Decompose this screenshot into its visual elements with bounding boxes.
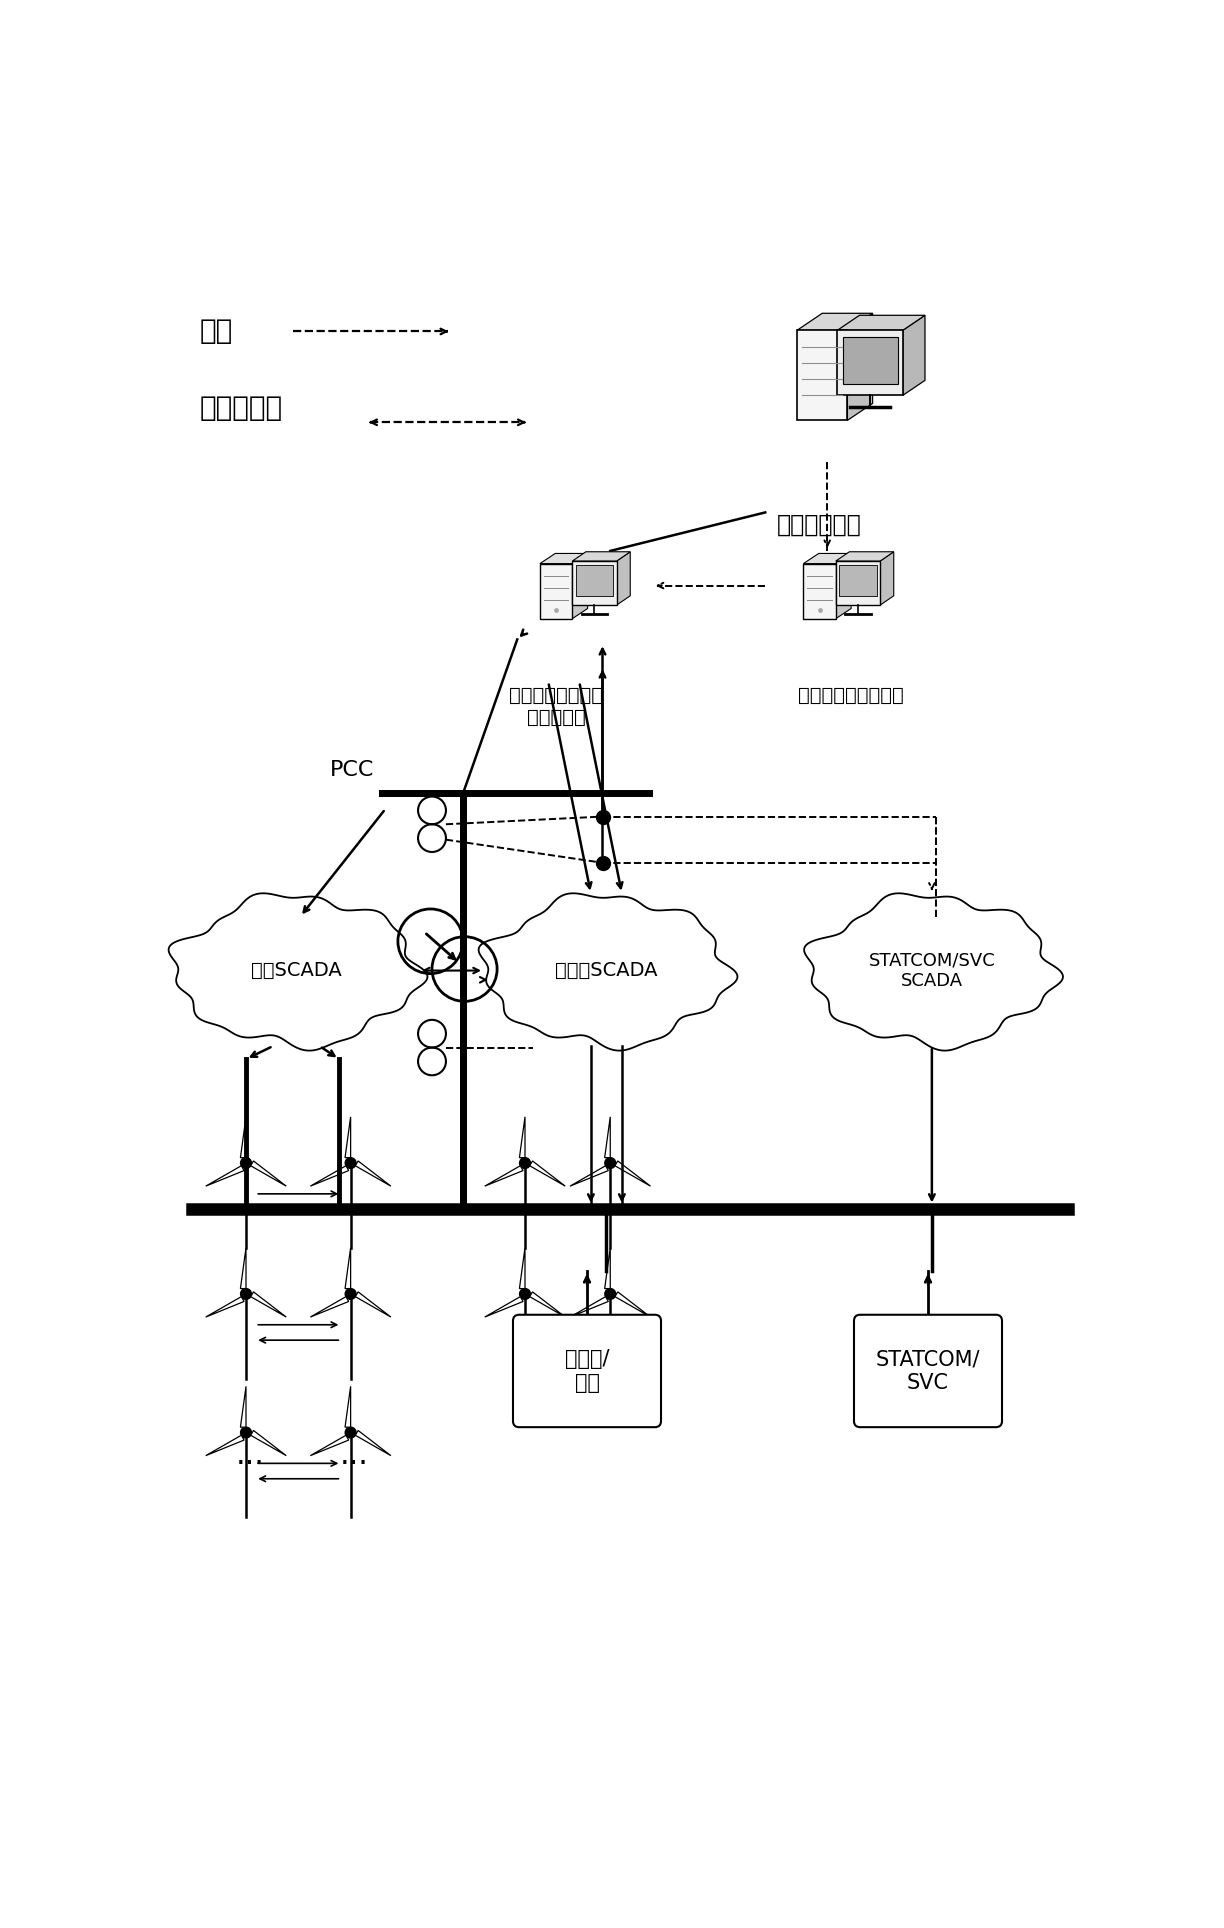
FancyBboxPatch shape xyxy=(837,330,903,395)
Polygon shape xyxy=(251,1292,286,1317)
Circle shape xyxy=(241,1288,251,1299)
Polygon shape xyxy=(251,1431,286,1456)
Polygon shape xyxy=(836,553,851,619)
Polygon shape xyxy=(355,1161,390,1186)
Polygon shape xyxy=(804,893,1062,1051)
FancyBboxPatch shape xyxy=(854,1315,1002,1427)
Polygon shape xyxy=(345,1386,350,1427)
FancyBboxPatch shape xyxy=(803,563,836,619)
Polygon shape xyxy=(519,1116,525,1157)
Circle shape xyxy=(605,1288,616,1299)
Polygon shape xyxy=(311,1434,349,1456)
Polygon shape xyxy=(311,1166,349,1186)
Polygon shape xyxy=(847,312,873,420)
FancyBboxPatch shape xyxy=(573,561,617,605)
FancyBboxPatch shape xyxy=(842,337,897,384)
Polygon shape xyxy=(803,553,851,563)
Circle shape xyxy=(345,1157,356,1168)
Text: ...: ... xyxy=(340,1440,368,1471)
FancyBboxPatch shape xyxy=(836,561,880,605)
Polygon shape xyxy=(345,1247,350,1288)
Circle shape xyxy=(605,1157,616,1168)
Polygon shape xyxy=(614,1292,650,1317)
Text: STATCOM/
SVC: STATCOM/ SVC xyxy=(875,1350,980,1392)
Polygon shape xyxy=(169,893,427,1051)
Text: STATCOM/SVC
SCADA: STATCOM/SVC SCADA xyxy=(869,951,995,989)
Text: PCC: PCC xyxy=(329,760,373,779)
Circle shape xyxy=(519,1157,530,1168)
Polygon shape xyxy=(605,1247,611,1288)
Polygon shape xyxy=(206,1434,244,1456)
Polygon shape xyxy=(345,1116,350,1157)
Polygon shape xyxy=(570,1166,608,1186)
Polygon shape xyxy=(240,1116,246,1157)
Polygon shape xyxy=(240,1247,246,1288)
Polygon shape xyxy=(251,1161,286,1186)
Polygon shape xyxy=(540,553,588,563)
Circle shape xyxy=(345,1288,356,1299)
Polygon shape xyxy=(880,551,894,605)
Polygon shape xyxy=(355,1431,390,1456)
Polygon shape xyxy=(573,553,588,619)
Polygon shape xyxy=(837,316,925,330)
Text: ...: ... xyxy=(235,1440,264,1471)
Polygon shape xyxy=(240,1386,246,1427)
Polygon shape xyxy=(519,1247,525,1288)
Polygon shape xyxy=(605,1116,611,1157)
Text: 风电场综合无功电
压控制系统: 风电场综合无功电 压控制系统 xyxy=(509,686,603,727)
Polygon shape xyxy=(485,1166,523,1186)
Polygon shape xyxy=(206,1166,244,1186)
Polygon shape xyxy=(617,551,630,605)
Polygon shape xyxy=(355,1292,390,1317)
Circle shape xyxy=(241,1157,251,1168)
Text: 数据和指令: 数据和指令 xyxy=(200,395,283,422)
Polygon shape xyxy=(570,1298,608,1317)
Circle shape xyxy=(241,1427,251,1438)
Polygon shape xyxy=(530,1292,565,1317)
Polygon shape xyxy=(530,1161,565,1186)
Text: 电容器/
抗器: 电容器/ 抗器 xyxy=(564,1350,610,1392)
Text: 风电场功率预测系统: 风电场功率预测系统 xyxy=(798,686,903,704)
Text: 变电站SCADA: 变电站SCADA xyxy=(556,960,657,979)
Polygon shape xyxy=(485,1298,523,1317)
Circle shape xyxy=(345,1427,356,1438)
FancyBboxPatch shape xyxy=(840,565,876,596)
Polygon shape xyxy=(573,551,630,561)
Polygon shape xyxy=(614,1161,650,1186)
Text: 数据: 数据 xyxy=(200,318,233,345)
FancyBboxPatch shape xyxy=(797,330,847,420)
FancyBboxPatch shape xyxy=(513,1315,661,1427)
Polygon shape xyxy=(797,312,873,330)
Polygon shape xyxy=(206,1298,244,1317)
FancyBboxPatch shape xyxy=(540,563,573,619)
Polygon shape xyxy=(836,551,894,561)
Text: 风机SCADA: 风机SCADA xyxy=(251,960,341,979)
Polygon shape xyxy=(311,1298,349,1317)
FancyBboxPatch shape xyxy=(575,565,613,596)
Text: 电网调度中心: 电网调度中心 xyxy=(777,513,862,536)
Circle shape xyxy=(519,1288,530,1299)
Polygon shape xyxy=(479,893,737,1051)
Polygon shape xyxy=(903,316,925,395)
